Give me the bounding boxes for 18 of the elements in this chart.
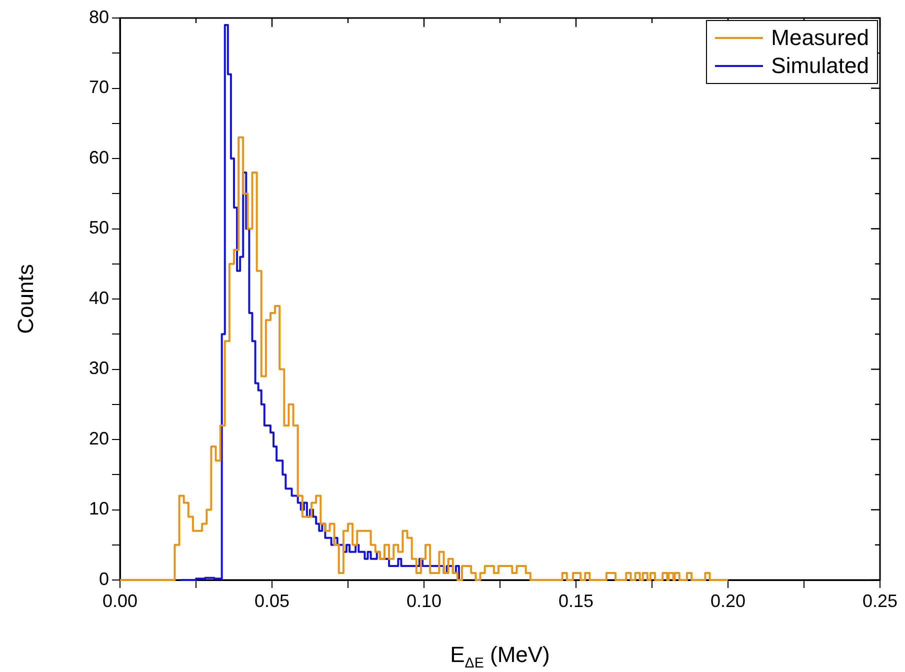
x-tick-label: 0.05 xyxy=(254,590,290,611)
x-tick-label: 0.10 xyxy=(406,590,442,611)
y-tick-label: 0 xyxy=(98,568,109,589)
legend-label: Simulated xyxy=(771,52,869,80)
y-tick-label: 50 xyxy=(88,218,109,238)
x-tick-label: 0.15 xyxy=(558,590,594,611)
y-tick-label: 30 xyxy=(88,358,109,378)
y-tick-label: 10 xyxy=(88,498,109,519)
y-tick-label: 70 xyxy=(88,77,109,98)
x-tick-label: 0.20 xyxy=(710,590,746,611)
y-tick-label: 20 xyxy=(88,428,109,448)
x-tick-label: 0.00 xyxy=(102,590,138,611)
y-tick-label: 60 xyxy=(88,147,109,168)
y-axis-title: Counts xyxy=(13,264,38,334)
y-tick-label: 80 xyxy=(88,6,109,27)
legend-label: Measured xyxy=(771,24,869,52)
y-tick-label: 40 xyxy=(88,288,109,308)
x-tick-label: 0.25 xyxy=(862,590,898,611)
